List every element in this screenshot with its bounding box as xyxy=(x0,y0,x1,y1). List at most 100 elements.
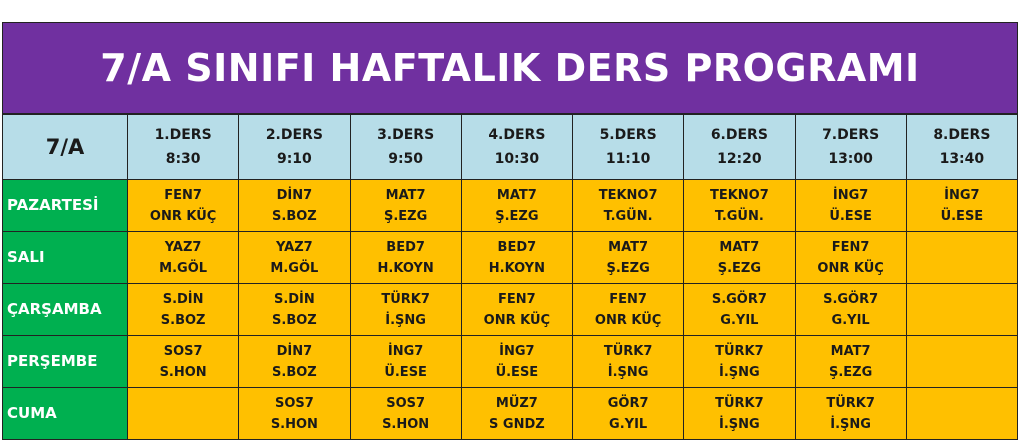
teacher-code: S.BOZ xyxy=(160,312,206,328)
teacher-code: Ş.EZG xyxy=(717,260,762,276)
teacher-code: T.GÜN. xyxy=(714,208,764,224)
teacher-code: Ş.EZG xyxy=(606,260,650,276)
day-row: PAZARTESİ FEN7 ONR KÜÇ DİN7 S.BOZ MAT7 Ş.EZG MA… xyxy=(2,179,1019,232)
lesson-cell xyxy=(126,387,240,440)
lesson-cell: MAT7 Ş.EZG xyxy=(683,231,796,284)
course-code: TÜRK7 xyxy=(715,343,764,359)
course-code: MAT7 xyxy=(385,187,426,203)
class-label: 7/A xyxy=(2,114,128,180)
teacher-code: S.HON xyxy=(270,416,318,432)
course-code: İNG7 xyxy=(832,187,869,203)
day-name: CUMA xyxy=(2,387,128,440)
lesson-cell: TÜRK7 İ.ŞNG xyxy=(349,283,462,336)
course-code: DİN7 xyxy=(276,343,313,359)
day-row: PERŞEMBE SOS7 S.HON DİN7 S.BOZ İNG7 Ü.ESE İNG7 Ü… xyxy=(2,335,1019,388)
course-code: SOS7 xyxy=(386,395,426,411)
course-code: TEKNO7 xyxy=(709,187,769,203)
day-name: ÇARŞAMBA xyxy=(2,283,128,336)
schedule-sheet: 7/A SINIFI HAFTALIK DERS PROGRAMI 7/A 1.D… xyxy=(2,22,1019,440)
lesson-cell: TÜRK7 İ.ŞNG xyxy=(571,335,685,388)
period-header: 4.DERS 10:30 xyxy=(460,114,574,180)
teacher-code: İ.ŞNG xyxy=(385,312,426,328)
course-code: İNG7 xyxy=(387,343,424,359)
course-code: BED7 xyxy=(386,239,425,255)
period-label: 4.DERS xyxy=(488,127,546,143)
period-header: 6.DERS 12:20 xyxy=(683,114,796,180)
teacher-code: Ü.ESE xyxy=(495,364,539,380)
lesson-cell: TEKNO7 T.GÜN. xyxy=(683,179,796,232)
lesson-cell xyxy=(905,283,1019,336)
course-code: FEN7 xyxy=(164,187,202,203)
lesson-cell: S.GÖR7 G.YIL xyxy=(794,283,907,336)
course-code: TEKNO7 xyxy=(598,187,658,203)
period-label: 8.DERS xyxy=(933,127,991,143)
lesson-cell: BED7 H.KOYN xyxy=(349,231,462,284)
period-time: 13:40 xyxy=(939,151,985,167)
course-code: MAT7 xyxy=(719,239,760,255)
period-header: 8.DERS 13:40 xyxy=(905,114,1019,180)
teacher-code: G.YIL xyxy=(609,416,648,432)
lesson-cell: MAT7 Ş.EZG xyxy=(349,179,462,232)
teacher-code: Ş.EZG xyxy=(495,208,539,224)
lesson-cell: MÜZ7 S GNDZ xyxy=(460,387,574,440)
period-header: 1.DERS 8:30 xyxy=(126,114,240,180)
teacher-code: İ.ŞNG xyxy=(719,416,760,432)
lesson-cell: SOS7 S.HON xyxy=(349,387,462,440)
period-label: 3.DERS xyxy=(377,127,435,143)
lesson-cell xyxy=(905,335,1019,388)
schedule-table: 7/A 1.DERS 8:30 2.DERS 9:10 3.DERS 9:50 4.DERS 1… xyxy=(2,114,1019,440)
period-label: 2.DERS xyxy=(265,127,323,143)
course-code: İNG7 xyxy=(944,187,980,203)
lesson-cell: İNG7 Ü.ESE xyxy=(349,335,462,388)
course-code: MAT7 xyxy=(496,187,537,203)
teacher-code: G.YIL xyxy=(720,312,759,328)
lesson-cell: MAT7 Ş.EZG xyxy=(460,179,574,232)
course-code: TÜRK7 xyxy=(603,343,653,359)
period-label: 5.DERS xyxy=(599,127,657,143)
lesson-cell: İNG7 Ü.ESE xyxy=(905,179,1019,232)
period-header: 7.DERS 13:00 xyxy=(794,114,907,180)
lesson-cell: TÜRK7 İ.ŞNG xyxy=(683,335,796,388)
teacher-code: İ.ŞNG xyxy=(607,364,649,380)
course-code: S.DİN xyxy=(273,291,315,307)
teacher-code: G.YIL xyxy=(831,312,870,328)
lesson-cell: TEKNO7 T.GÜN. xyxy=(571,179,685,232)
course-code: YAZ7 xyxy=(276,239,313,255)
course-code: BED7 xyxy=(497,239,537,255)
period-header: 2.DERS 9:10 xyxy=(238,114,351,180)
course-code: TÜRK7 xyxy=(715,395,764,411)
course-code: TÜRK7 xyxy=(381,291,430,307)
course-code: FEN7 xyxy=(831,239,870,255)
lesson-cell: İNG7 Ü.ESE xyxy=(460,335,574,388)
course-code: MAT7 xyxy=(830,343,871,359)
lesson-cell: BED7 H.KOYN xyxy=(460,231,574,284)
course-code: SOS7 xyxy=(163,343,203,359)
teacher-code: İ.ŞNG xyxy=(719,364,760,380)
teacher-code: M.GÖL xyxy=(270,260,319,276)
day-name: SALI xyxy=(2,231,128,284)
lesson-cell: FEN7 ONR KÜÇ xyxy=(571,283,685,336)
teacher-code: H.KOYN xyxy=(488,260,545,276)
teacher-code: S.HON xyxy=(382,416,430,432)
course-code: DİN7 xyxy=(276,187,313,203)
teacher-code: ONR KÜÇ xyxy=(483,312,551,328)
teacher-code: S.BOZ xyxy=(272,208,317,224)
teacher-code: İ.ŞNG xyxy=(830,416,871,432)
course-code: SOS7 xyxy=(274,395,314,411)
teacher-code: T.GÜN. xyxy=(603,208,653,224)
lesson-cell: YAZ7 M.GÖL xyxy=(126,231,240,284)
period-time: 9:10 xyxy=(276,151,312,167)
lesson-cell: YAZ7 M.GÖL xyxy=(238,231,351,284)
teacher-code: ONR KÜÇ xyxy=(594,312,662,328)
period-time: 13:00 xyxy=(828,151,873,167)
lesson-cell: FEN7 ONR KÜÇ xyxy=(126,179,240,232)
teacher-code: Ü.ESE xyxy=(940,208,984,224)
lesson-cell: MAT7 Ş.EZG xyxy=(794,335,907,388)
period-time: 11:10 xyxy=(605,151,651,167)
period-time: 8:30 xyxy=(165,151,201,167)
lesson-cell: FEN7 ONR KÜÇ xyxy=(460,283,574,336)
day-row: CUMA SOS7 S.HON SOS7 S.HON MÜZ7 S GNDZ GÖR7 G.YI… xyxy=(2,387,1019,440)
lesson-cell: DİN7 S.BOZ xyxy=(238,179,351,232)
teacher-code: M.GÖL xyxy=(159,260,208,276)
course-code: TÜRK7 xyxy=(826,395,875,411)
